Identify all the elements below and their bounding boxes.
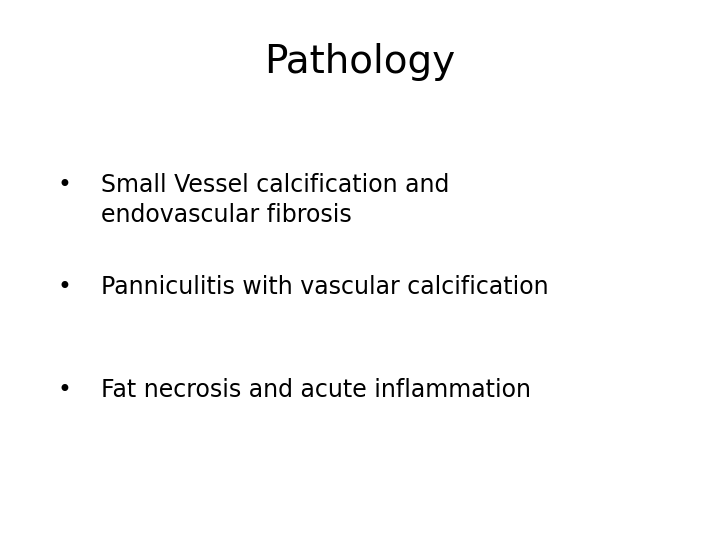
Text: •: • [58,275,72,299]
Text: Fat necrosis and acute inflammation: Fat necrosis and acute inflammation [101,378,531,402]
Text: •: • [58,173,72,197]
Text: Panniculitis with vascular calcification: Panniculitis with vascular calcification [101,275,549,299]
Text: Small Vessel calcification and
endovascular fibrosis: Small Vessel calcification and endovascu… [101,173,449,227]
Text: •: • [58,378,72,402]
Text: Pathology: Pathology [264,43,456,81]
